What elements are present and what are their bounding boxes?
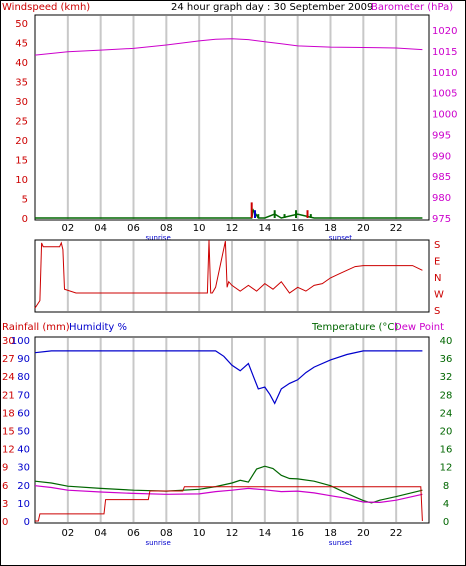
humidity-line xyxy=(34,350,423,405)
bottom-x-tick-label: 10 xyxy=(193,528,206,539)
rainfall-tick-label: 21 xyxy=(2,390,15,401)
bottom-x-tick-label: 06 xyxy=(127,528,140,539)
windspeed-tick-label: 45 xyxy=(15,39,28,50)
humidity-tick-label: 60 xyxy=(17,408,30,419)
temperature-tick-label: 16 xyxy=(440,445,453,456)
humidity-tick-label: 10 xyxy=(17,499,30,510)
direction-compass-label: N xyxy=(434,273,441,284)
windspeed-tick-label: 20 xyxy=(15,136,28,147)
bottom-x-tick-label: 20 xyxy=(357,528,370,539)
top-sunrise-label: sunrise xyxy=(145,234,170,242)
direction-compass-label: S xyxy=(434,240,440,251)
bottom-sunrise-label: sunrise xyxy=(145,539,170,547)
top-x-tick-label: 06 xyxy=(127,223,140,234)
windspeed-axis-label: Windspeed (kmh) xyxy=(2,2,90,13)
temperature-axis-label: Temperature (°C) xyxy=(311,322,398,333)
windspeed-tick-label: 5 xyxy=(22,195,28,206)
top-x-tick-label: 22 xyxy=(390,223,403,234)
rainfall-tick-label: 24 xyxy=(2,372,15,383)
chart-title: 24 hour graph day : 30 September 2009 xyxy=(171,2,373,13)
wind-direction-line xyxy=(34,240,423,309)
top-x-tick-label: 02 xyxy=(61,223,74,234)
rainfall-tick-label: 18 xyxy=(2,408,15,419)
windspeed-tick-label: 50 xyxy=(15,19,28,30)
humidity-tick-label: 40 xyxy=(17,445,30,456)
windspeed-tick-label: 25 xyxy=(15,117,28,128)
top-x-tick-label: 20 xyxy=(357,223,370,234)
bottom-x-tick-label: 18 xyxy=(324,528,337,539)
top-x-tick-label: 18 xyxy=(324,223,337,234)
humidity-axis-label: Humidity % xyxy=(69,322,127,333)
temperature-line xyxy=(34,465,423,504)
temperature-tick-label: 4 xyxy=(443,499,449,510)
windspeed-tick-label: 35 xyxy=(15,78,28,89)
bottom-x-tick-label: 04 xyxy=(94,528,107,539)
temperature-tick-label: 24 xyxy=(440,408,453,419)
barometer-tick-label: 1015 xyxy=(432,47,457,58)
bottom-x-tick-label: 08 xyxy=(160,528,173,539)
rainfall-tick-label: 12 xyxy=(2,445,15,456)
barometer-tick-label: 990 xyxy=(432,151,451,162)
bottom-x-tick-label: 12 xyxy=(226,528,239,539)
humidity-tick-label: 80 xyxy=(17,372,30,383)
top-x-tick-label: 08 xyxy=(160,223,173,234)
bottom-x-tick-label: 22 xyxy=(390,528,403,539)
barometer-axis-label: Barometer (hPa) xyxy=(371,2,453,13)
temperature-tick-label: 32 xyxy=(440,372,453,383)
temperature-tick-label: 28 xyxy=(440,390,453,401)
windspeed-tick-label: 40 xyxy=(15,58,28,69)
rainfall-tick-label: 0 xyxy=(2,517,8,528)
bottom-x-tick-label: 02 xyxy=(61,528,74,539)
barometer-tick-label: 1010 xyxy=(432,68,457,79)
bottom-sunset-label: sunset xyxy=(329,539,352,547)
barometer-tick-label: 1020 xyxy=(432,26,457,37)
barometer-tick-label: 995 xyxy=(432,130,451,141)
direction-compass-label: S xyxy=(434,306,440,317)
rainfall-tick-label: 27 xyxy=(2,354,15,365)
direction-compass-label: E xyxy=(434,257,440,268)
humidity-tick-label: 0 xyxy=(24,517,30,528)
dewpoint-axis-label: Dew Point xyxy=(394,322,444,333)
humidity-tick-label: 20 xyxy=(17,481,30,492)
barometer-tick-label: 975 xyxy=(432,214,451,225)
top-sunset-label: sunset xyxy=(329,234,352,242)
barometer-tick-label: 1000 xyxy=(432,110,457,121)
top-x-tick-label: 10 xyxy=(193,223,206,234)
rainfall-tick-label: 3 xyxy=(2,499,8,510)
humidity-tick-label: 90 xyxy=(17,354,30,365)
windspeed-tick-label: 0 xyxy=(22,214,28,225)
temperature-tick-label: 36 xyxy=(440,354,453,365)
top-x-tick-label: 16 xyxy=(291,223,304,234)
temperature-tick-label: 8 xyxy=(443,481,449,492)
dewpoint-line xyxy=(34,485,423,504)
humidity-tick-label: 100 xyxy=(11,336,30,347)
rainfall-tick-label: 6 xyxy=(2,481,8,492)
windspeed-tick-label: 15 xyxy=(15,156,28,167)
windspeed-tick-label: 10 xyxy=(15,175,28,186)
direction-compass-label: W xyxy=(434,290,444,301)
humidity-tick-label: 30 xyxy=(17,463,30,474)
rainfall-tick-label: 15 xyxy=(2,427,15,438)
humidity-tick-label: 70 xyxy=(17,390,30,401)
bottom-x-tick-label: 14 xyxy=(258,528,271,539)
temperature-tick-label: 12 xyxy=(440,463,453,474)
humidity-tick-label: 50 xyxy=(17,427,30,438)
barometer-tick-label: 980 xyxy=(432,193,451,204)
rainfall-axis-label: Rainfall (mm) xyxy=(2,322,70,333)
barometer-tick-label: 985 xyxy=(432,172,451,183)
temperature-tick-label: 20 xyxy=(440,427,453,438)
top-x-tick-label: 12 xyxy=(226,223,239,234)
rainfall-tick-label: 9 xyxy=(2,463,8,474)
windspeed-tick-label: 30 xyxy=(15,97,28,108)
barometer-tick-label: 1005 xyxy=(432,89,457,100)
rainfall-tick-label: 30 xyxy=(2,336,15,347)
temperature-tick-label: 40 xyxy=(440,336,453,347)
top-x-tick-label: 04 xyxy=(94,223,107,234)
top-x-tick-label: 14 xyxy=(258,223,271,234)
bottom-x-tick-label: 16 xyxy=(291,528,304,539)
temperature-tick-label: 0 xyxy=(443,517,449,528)
rainfall-line xyxy=(35,486,423,522)
barometer-line xyxy=(34,38,423,56)
